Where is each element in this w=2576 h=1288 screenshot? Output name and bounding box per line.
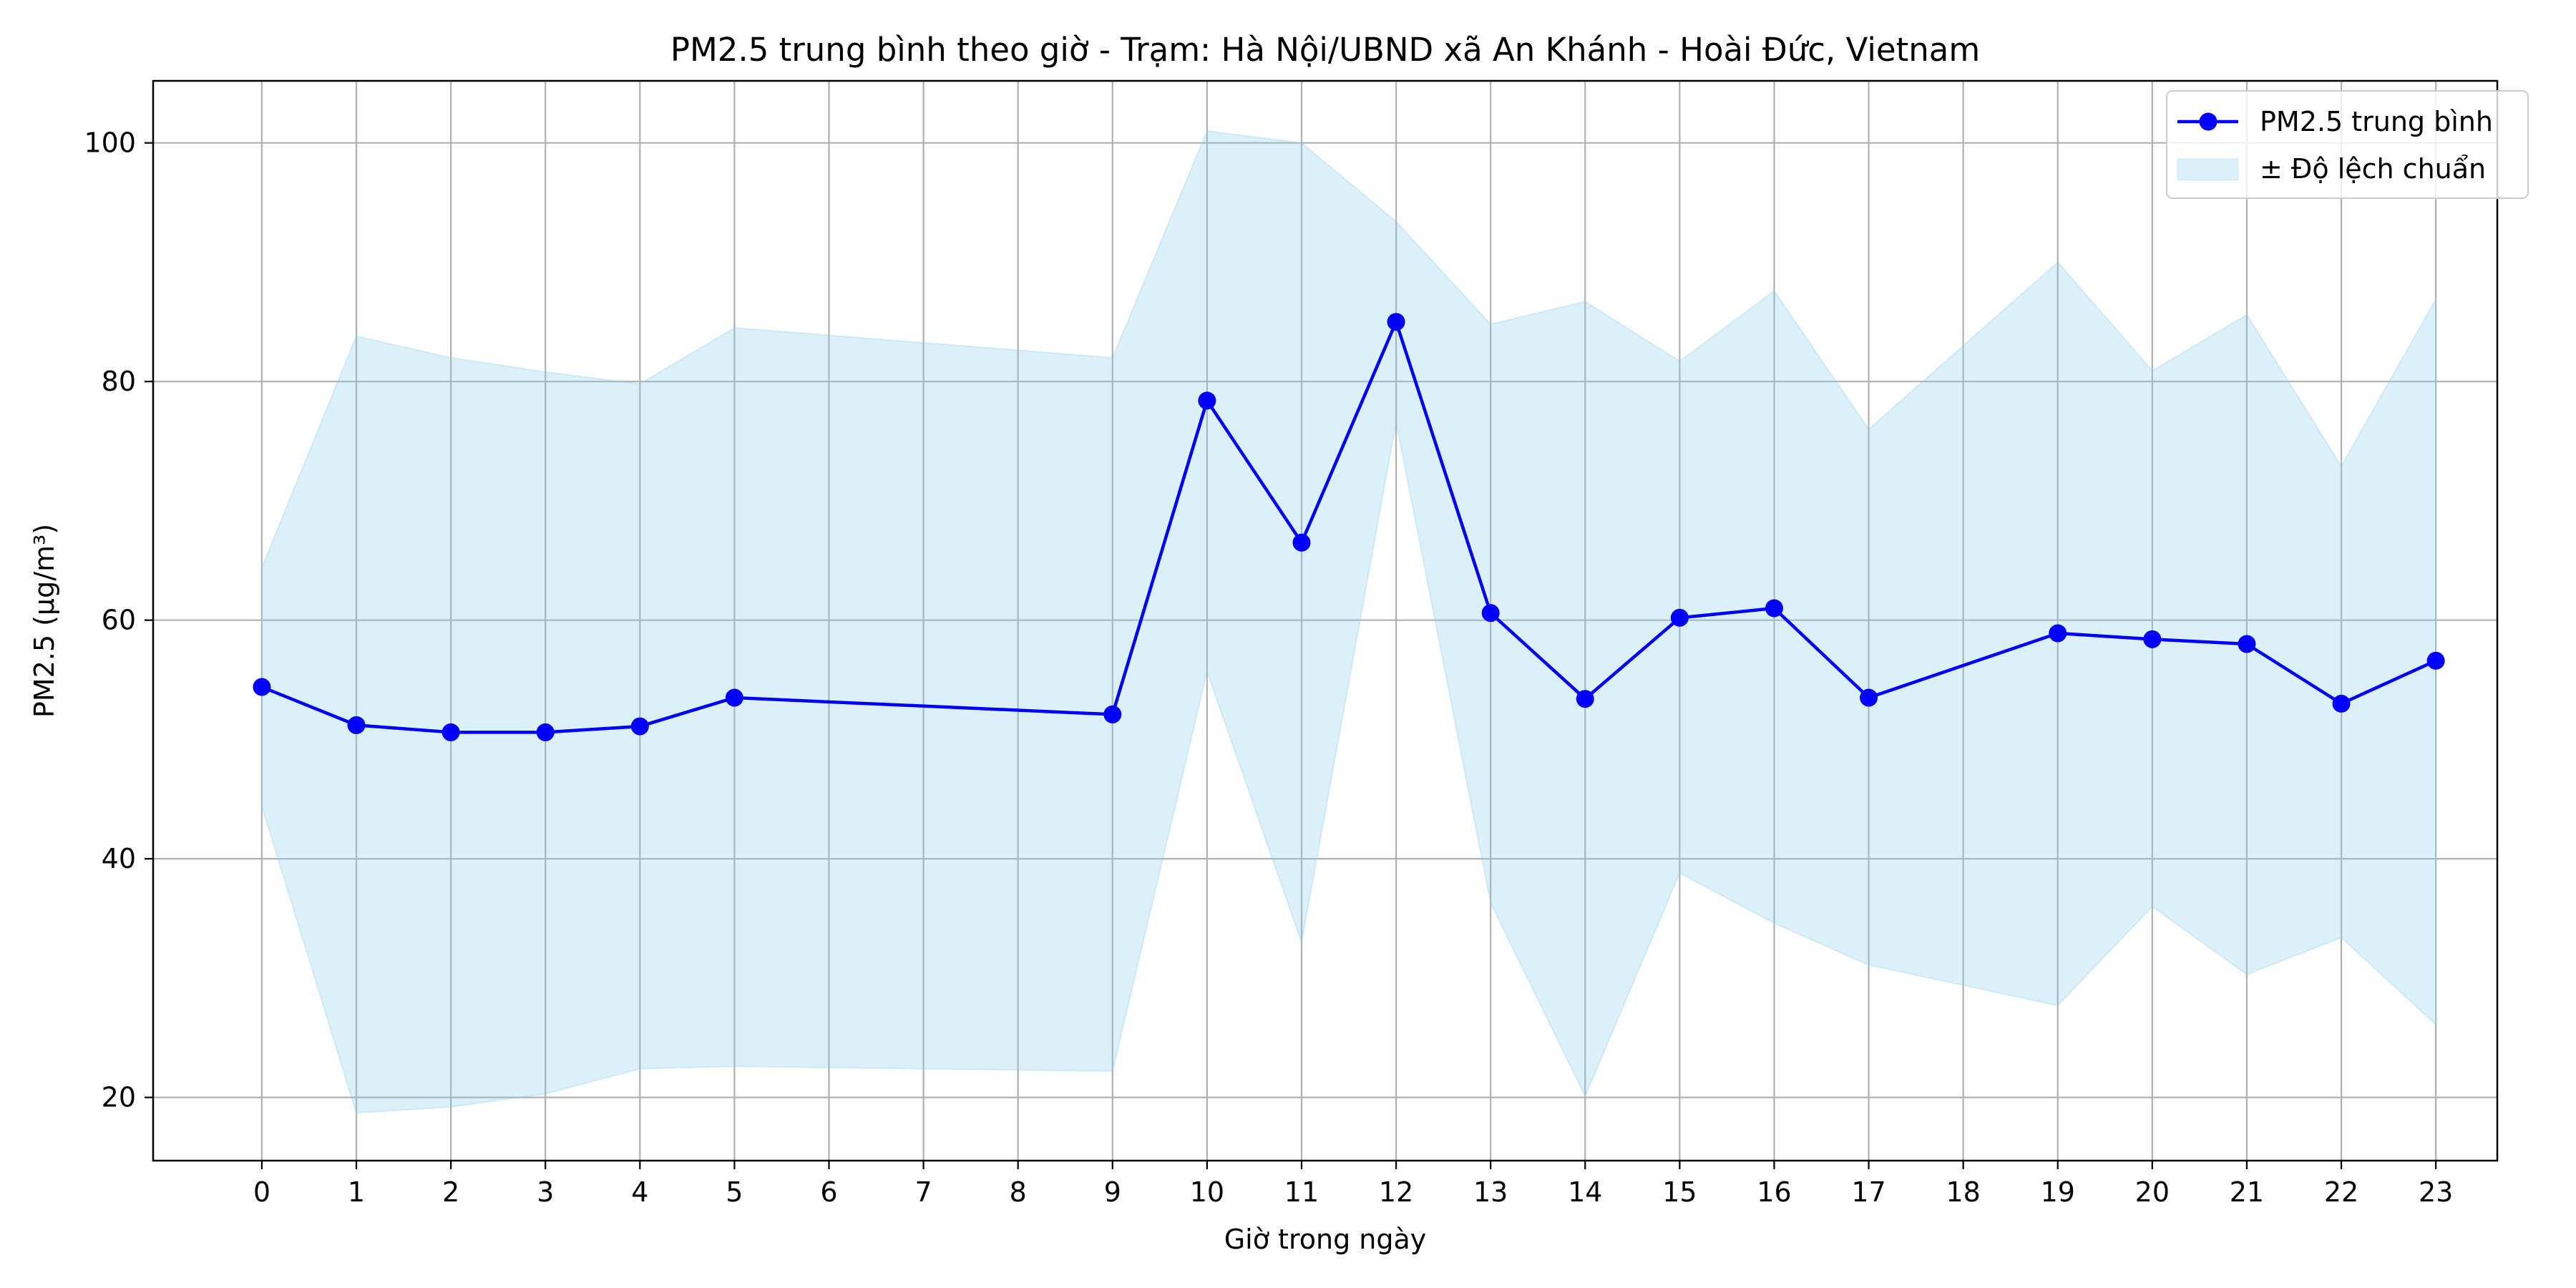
x-tick-label-19: 19 <box>2041 1176 2075 1208</box>
x-tick-label-22: 22 <box>2324 1176 2358 1208</box>
x-tick-label-4: 4 <box>631 1176 648 1208</box>
y-tick-label-80: 80 <box>102 366 136 397</box>
data-points <box>253 313 2445 741</box>
data-point-hour-5 <box>725 688 743 707</box>
data-point-hour-20 <box>2143 630 2162 648</box>
data-point-hour-22 <box>2332 694 2351 713</box>
data-point-hour-14 <box>1576 690 1594 708</box>
axis-ticks: 0 1 2 3 4 5 6 7 8 9 10 11 12 13 14 15 16 17 18 19 20 21 22 2320… <box>84 127 2453 1208</box>
x-tick-label-16: 16 <box>1757 1176 1791 1208</box>
mean-line <box>261 320 2437 734</box>
x-axis-label: Giờ trong ngày <box>1224 1224 1427 1255</box>
data-point-hour-3 <box>536 723 555 741</box>
x-tick-label-14: 14 <box>1568 1176 1602 1208</box>
std-band <box>260 130 2437 1114</box>
data-point-hour-1 <box>347 716 366 734</box>
x-tick-label-18: 18 <box>1946 1176 1980 1208</box>
x-tick-label-1: 1 <box>348 1176 365 1208</box>
x-tick-label-12: 12 <box>1379 1176 1413 1208</box>
legend-band-swatch <box>2177 158 2239 181</box>
grid <box>153 81 2497 1161</box>
data-point-hour-12 <box>1387 313 1405 331</box>
legend-label-std: ± Độ lệch chuẩn <box>2260 153 2486 185</box>
y-axis-label: PM2.5 (µg/m³) <box>29 524 60 718</box>
legend-label-mean: PM2.5 trung bình <box>2260 106 2493 137</box>
data-point-hour-16 <box>1765 599 1783 618</box>
data-point-hour-0 <box>253 678 271 696</box>
data-point-hour-21 <box>2238 635 2256 653</box>
data-point-hour-2 <box>441 723 460 741</box>
x-tick-label-13: 13 <box>1473 1176 1508 1208</box>
x-tick-label-7: 7 <box>914 1176 932 1208</box>
chart-title: PM2.5 trung bình theo giờ - Trạm: Hà Nội… <box>670 31 1980 69</box>
data-point-hour-11 <box>1292 533 1311 552</box>
x-tick-label-0: 0 <box>253 1176 270 1208</box>
x-tick-label-9: 9 <box>1104 1176 1121 1208</box>
x-tick-label-2: 2 <box>442 1176 459 1208</box>
x-tick-label-20: 20 <box>2135 1176 2170 1208</box>
data-point-hour-19 <box>2049 624 2067 643</box>
y-tick-label-20: 20 <box>102 1082 136 1113</box>
data-point-hour-10 <box>1198 391 1216 410</box>
x-tick-label-21: 21 <box>2230 1176 2264 1208</box>
x-tick-label-11: 11 <box>1284 1176 1319 1208</box>
legend-box <box>2166 90 2529 199</box>
x-tick-label-8: 8 <box>1010 1176 1027 1208</box>
y-tick-label-60: 60 <box>102 605 136 636</box>
legend: PM2.5 trung bình ± Độ lệch chuẩn <box>2166 90 2529 199</box>
x-tick-label-23: 23 <box>2419 1176 2453 1208</box>
x-tick-label-3: 3 <box>537 1176 554 1208</box>
x-tick-label-10: 10 <box>1190 1176 1224 1208</box>
data-point-hour-17 <box>1860 688 1878 707</box>
x-tick-label-6: 6 <box>820 1176 837 1208</box>
data-point-hour-23 <box>2426 651 2445 670</box>
data-point-hour-13 <box>1481 604 1500 623</box>
x-tick-label-5: 5 <box>726 1176 743 1208</box>
x-tick-label-17: 17 <box>1851 1176 1885 1208</box>
y-tick-label-100: 100 <box>84 127 136 159</box>
y-tick-label-40: 40 <box>102 843 136 874</box>
data-point-hour-15 <box>1670 608 1689 627</box>
x-tick-label-15: 15 <box>1662 1176 1697 1208</box>
data-point-hour-9 <box>1103 705 1122 723</box>
data-point-hour-4 <box>630 717 649 736</box>
legend-marker-swatch <box>2199 112 2218 131</box>
